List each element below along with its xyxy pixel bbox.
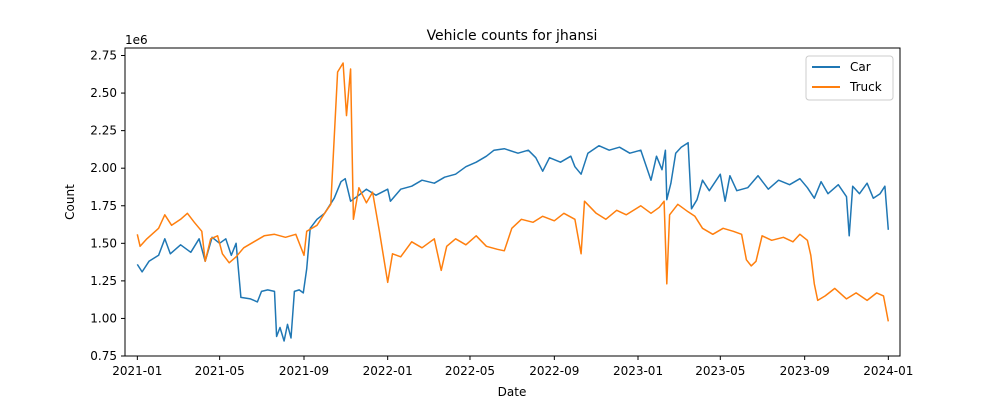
y-tick-label: 1.25 bbox=[90, 274, 117, 288]
x-tick-label: 2023-09 bbox=[780, 364, 830, 378]
chart-title: Vehicle counts for jhansi bbox=[427, 28, 598, 44]
x-tick-label: 2024-01 bbox=[863, 364, 913, 378]
y-tick-label: 2.25 bbox=[90, 124, 117, 138]
x-tick-label: 2022-01 bbox=[363, 364, 413, 378]
y-tick-label: 1.00 bbox=[90, 311, 117, 325]
series-layer bbox=[136, 62, 890, 342]
x-tick-label: 2023-01 bbox=[613, 364, 663, 378]
y-axis: 0.75 1.00 1.25 1.50 1.75 2.00 2.25 2.50 2.75 bbox=[90, 49, 125, 363]
y-tick-label: 1.50 bbox=[90, 236, 117, 250]
series-line-truck bbox=[136, 62, 890, 322]
x-tick-label: 2022-05 bbox=[445, 364, 495, 378]
y-tick-label: 1.75 bbox=[90, 199, 117, 213]
y-axis-label: Count bbox=[63, 184, 77, 220]
legend-label-car: Car bbox=[850, 60, 871, 74]
legend: Car Truck bbox=[805, 55, 894, 101]
x-axis-label: Date bbox=[498, 385, 527, 399]
y-axis-scale-label: 1e6 bbox=[125, 33, 148, 47]
y-tick-label: 2.50 bbox=[90, 86, 117, 100]
y-tick-label: 0.75 bbox=[90, 349, 117, 363]
y-tick-label: 2.75 bbox=[90, 49, 117, 63]
x-axis: 2021-01 2021-05 2021-09 2022-01 2022-05 2022-… bbox=[112, 356, 913, 378]
plot-frame bbox=[124, 47, 901, 357]
x-tick-label: 2021-05 bbox=[195, 364, 245, 378]
x-tick-label: 2021-09 bbox=[279, 364, 329, 378]
x-tick-label: 2021-01 bbox=[112, 364, 162, 378]
x-tick-label: 2023-05 bbox=[695, 364, 745, 378]
series-line-car bbox=[136, 141, 890, 342]
legend-label-truck: Truck bbox=[849, 80, 882, 94]
x-tick-label: 2022-09 bbox=[529, 364, 579, 378]
y-tick-label: 2.00 bbox=[90, 161, 117, 175]
